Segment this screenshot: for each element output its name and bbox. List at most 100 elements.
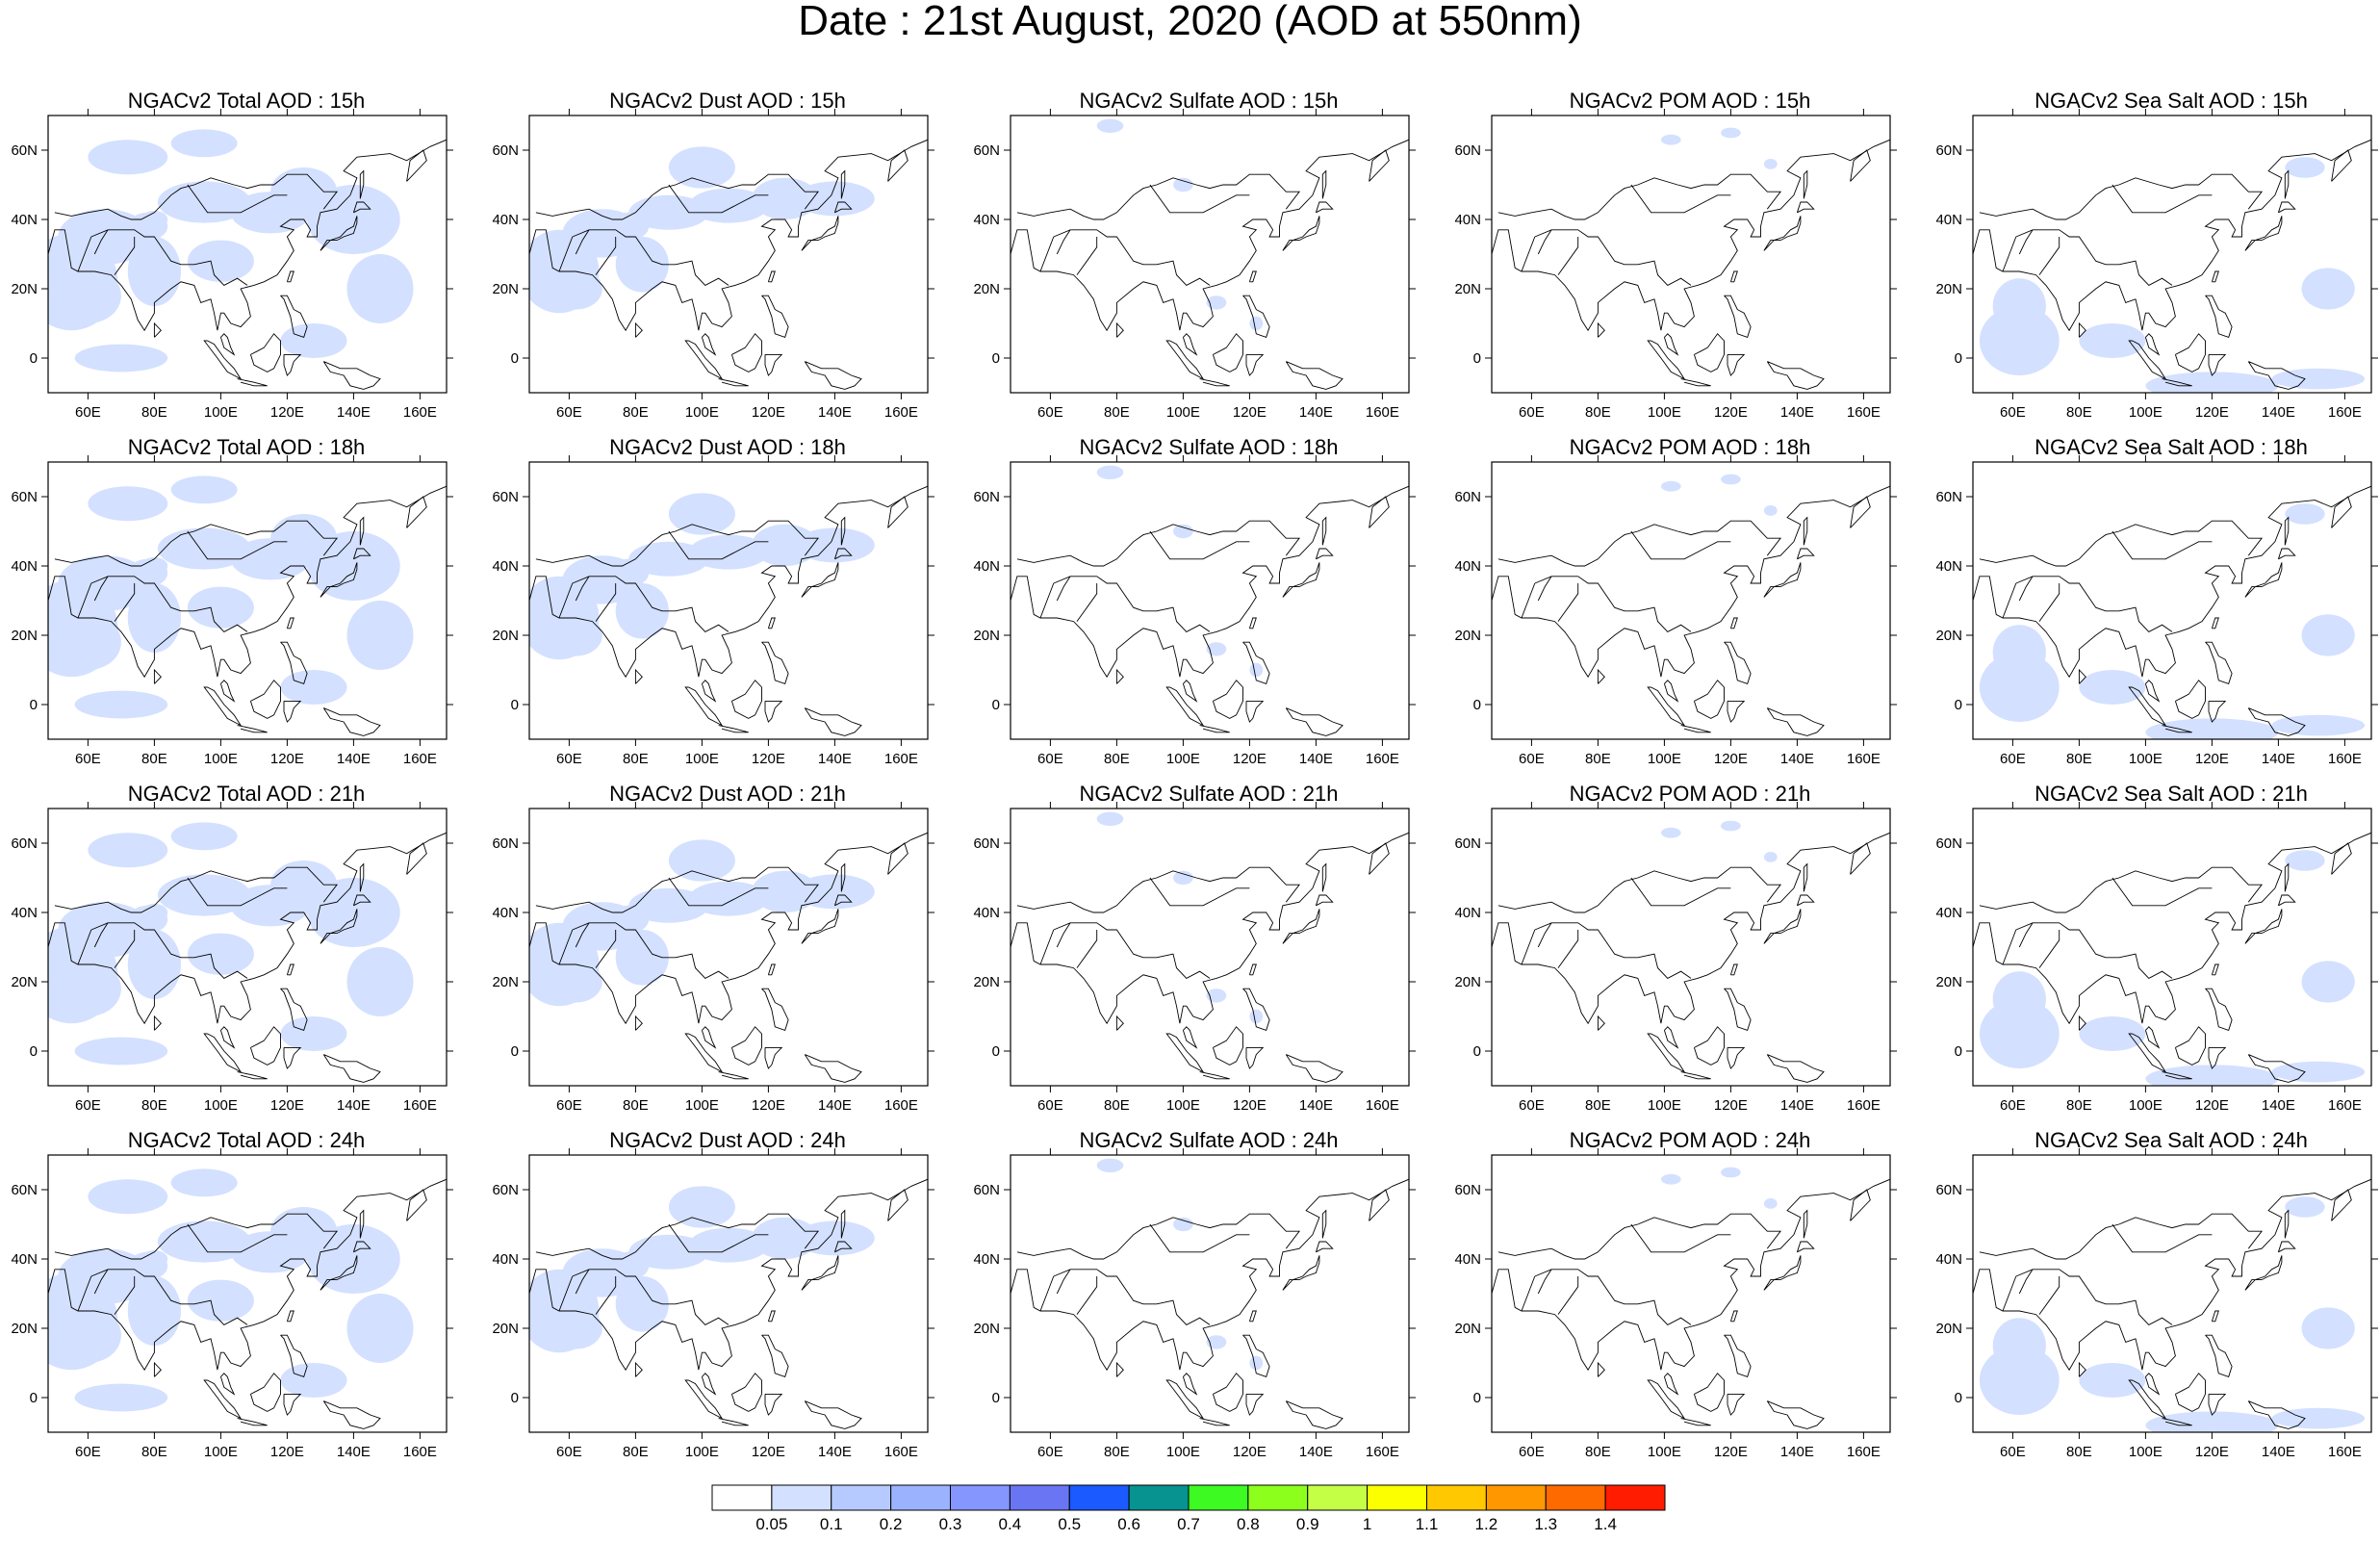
lat-tick-label: 0 [1955,1390,1962,1406]
lat-tick-label: 20N [973,1321,1000,1337]
coastline [2128,686,2167,727]
coastline [1680,725,1711,733]
aod-patch [1173,177,1193,193]
plot-frame [1972,115,2372,394]
aod-field [1096,1158,1264,1371]
coastline [761,988,789,1031]
aod-patch [1096,465,1124,479]
lon-tick-label: 120E [1714,751,1748,767]
lon-tick-label: 100E [1166,751,1200,767]
aod-patch [88,833,168,868]
lat-tick-label: 60N [1454,1182,1481,1198]
coastline [153,321,162,338]
lat-tick-label: 60N [1454,142,1481,159]
aod-patch [74,1383,168,1412]
coastline [1165,340,1205,380]
lon-tick-label: 120E [2195,751,2229,767]
coastline [1796,201,1815,214]
lat-tick-label: 0 [30,697,38,713]
lon-tick-label: 140E [1299,1444,1333,1460]
coastline [187,530,288,560]
lon-tick-label: 120E [1233,404,1267,421]
coastline [77,1275,92,1312]
lon-tick-label: 60E [1037,1097,1063,1114]
lon-tick-label: 80E [623,404,649,421]
aod-field [1660,1167,1778,1209]
coastline [804,707,862,736]
aod-patch [1173,870,1193,886]
panel-title: NGACv2 POM AOD : 24h [1569,1128,1811,1152]
coastline [2038,583,2060,622]
aod-patch [628,541,709,577]
lon-tick-label: 120E [270,1444,304,1460]
coastline [286,1310,294,1323]
lat-tick-label: 20N [11,974,38,990]
coastline [2284,862,2290,892]
aod-patch [615,930,669,986]
coastline [2284,169,2290,199]
lon-tick-label: 80E [1585,404,1611,421]
lat-tick-label: 20N [1454,1321,1481,1337]
colorbar-swatch [831,1484,892,1511]
lat-tick-label: 20N [973,974,1000,990]
lon-tick-label: 60E [1037,1444,1063,1460]
lon-tick-label: 140E [818,751,852,767]
coastline [203,686,243,727]
map-plot: 60E 80E 100E 120E 140E 160E 0 20N 40N 60N [11,1148,453,1460]
coastline [718,725,749,733]
plot-frame [1491,808,1891,1087]
coastlines [1492,832,1890,1083]
lon-tick-label: 80E [1585,1444,1611,1460]
coastline [718,378,749,387]
coastline [2277,201,2296,214]
coastline [77,582,92,619]
coastline [2111,877,2213,907]
plot-frame [1491,1154,1891,1433]
lat-tick-label: 60N [492,1182,519,1198]
coastline [1724,988,1752,1031]
coastline [153,1014,162,1031]
map-panel-dust-24h: NGACv2 Dust AOD : 24h 60E 80E 100E 120E 140E 1… [481,1128,943,1475]
lat-tick-label: 20N [11,628,38,644]
coastline [237,725,268,733]
coastline [1321,862,1327,892]
coastline [286,617,294,629]
lon-tick-label: 120E [1714,1097,1748,1114]
coastline [761,641,789,684]
coastline [1850,496,1871,528]
coastline [1557,237,1579,275]
coastline [1011,832,1409,1025]
coastline [718,1418,749,1426]
coastline [668,1223,769,1253]
coastline [1321,516,1327,546]
coastline [2244,562,2283,598]
coastline [359,516,365,546]
coastline [153,668,162,684]
coastline [203,340,243,380]
aod-patch [1096,1158,1124,1172]
coastline [2162,1071,2192,1080]
coastline [237,378,268,387]
map-plot: 60E 80E 100E 120E 140E 160E 0 20N 40N 60N [11,109,453,421]
coastline [2247,1400,2306,1429]
coastline [2205,641,2233,684]
aod-patch [127,558,168,587]
lon-tick-label: 140E [1299,1097,1333,1114]
lat-tick-label: 40N [1935,905,1962,921]
aod-patch [2079,1363,2146,1398]
lat-tick-label: 20N [492,281,519,297]
aod-patch [88,140,168,175]
lat-tick-label: 0 [511,1390,519,1406]
coastline [1979,173,2264,220]
coastline [1016,173,1301,220]
coastline [634,321,643,338]
lon-tick-label: 160E [1366,404,1399,421]
aod-patch [1249,1355,1264,1371]
colorbar-label: 1.1 [1416,1515,1439,1533]
panel-title: NGACv2 Sulfate AOD : 24h [1079,1128,1339,1152]
coastline [1647,1033,1686,1073]
coastline [1979,866,2264,913]
coastline [286,963,294,976]
lon-tick-label: 80E [1585,1097,1611,1114]
